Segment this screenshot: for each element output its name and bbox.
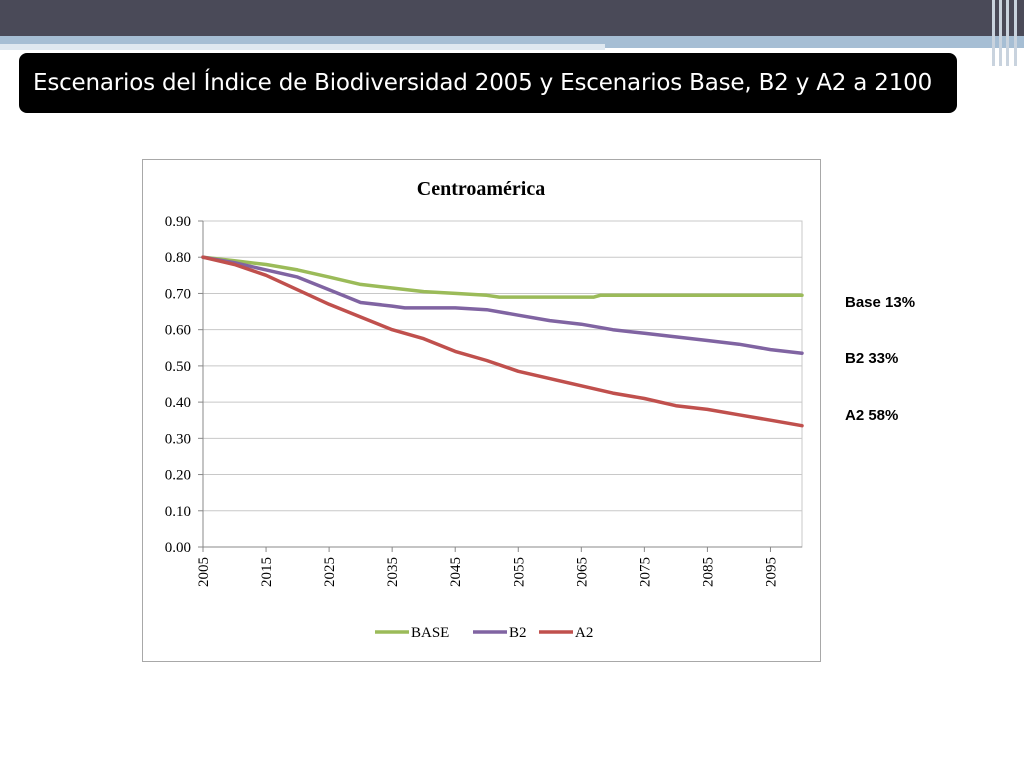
series-line-a2 <box>201 255 804 428</box>
corner-decoration <box>988 0 1024 66</box>
chart-frame: Centroamérica 0.00 0.10 0.20 0.30 0.40 0.50 0.… <box>142 159 821 662</box>
line-chart: Centroamérica 0.00 0.10 0.20 0.30 0.40 0.50 0.… <box>165 178 804 641</box>
x-tick-label: 2015 <box>259 557 275 587</box>
title-box: Escenarios del Índice de Biodiversidad 2… <box>19 53 957 113</box>
y-tick-label: 0.90 <box>165 214 191 230</box>
legend-label-a2: A2 <box>575 625 593 641</box>
annotation-b2: B2 33% <box>845 350 899 367</box>
x-tick-label: 2065 <box>574 557 590 587</box>
x-tick-label: 2085 <box>700 557 716 587</box>
y-tick-label: 0.80 <box>165 250 191 266</box>
y-tick-label: 0.10 <box>165 504 191 520</box>
y-tick-label: 0.00 <box>165 540 191 556</box>
series-line-b2 <box>201 255 804 355</box>
slide-title: Escenarios del Índice de Biodiversidad 2… <box>33 70 933 96</box>
x-tick-label: 2055 <box>511 557 527 587</box>
legend-label-base: BASE <box>411 625 449 641</box>
y-tick-label: 0.60 <box>165 323 191 339</box>
legend-label-b2: B2 <box>509 625 527 641</box>
y-tick-label: 0.40 <box>165 395 191 411</box>
slide-header-accent-light <box>0 44 605 50</box>
x-tick-label: 2035 <box>385 557 401 587</box>
x-tick-label: 2075 <box>637 557 653 587</box>
x-tick-label: 2025 <box>322 557 338 587</box>
x-tick-label: 2005 <box>196 557 212 587</box>
annotation-base: Base 13% <box>845 294 916 311</box>
annotation-a2: A2 58% <box>845 407 899 424</box>
x-tick-label: 2095 <box>763 557 779 587</box>
series-line-base <box>201 255 804 299</box>
y-tick-label: 0.20 <box>165 468 191 484</box>
chart-title: Centroamérica <box>417 178 545 200</box>
y-tick-label: 0.30 <box>165 431 191 447</box>
y-tick-label: 0.50 <box>165 359 191 375</box>
slide-header-band <box>0 0 1024 36</box>
x-tick-label: 2045 <box>448 557 464 587</box>
y-tick-label: 0.70 <box>165 286 191 302</box>
